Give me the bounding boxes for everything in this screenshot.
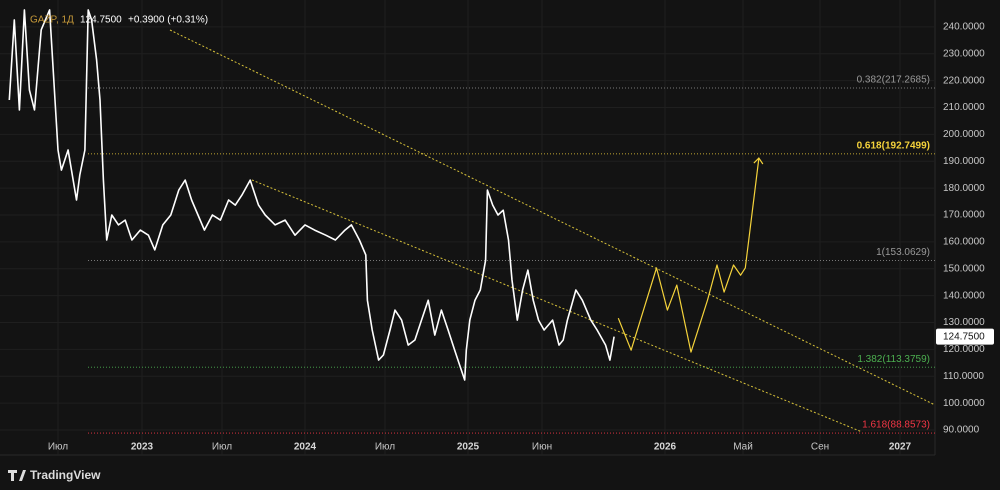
plot: 0.382(217.2685) 0.618(192.7499) 1(153.0629…	[8, 9, 935, 434]
y-tick-label: 190.0000	[943, 156, 985, 167]
y-tick-label: 240.0000	[943, 22, 985, 33]
arrow-head	[753, 157, 764, 165]
last-price-tag	[936, 328, 994, 345]
x-tick-label: 2025	[457, 442, 480, 453]
y-tick-label: 220.0000	[943, 75, 985, 86]
fib-label: 0.382(217.2685)	[857, 75, 930, 86]
y-tick-label: 90.0000	[943, 425, 980, 436]
y-tick-label: 210.0000	[943, 102, 985, 113]
y-tick-label: 120.0000	[943, 344, 985, 355]
x-tick-label: Июл	[48, 442, 68, 453]
x-tick-label: Май	[733, 442, 753, 453]
fib-label: 1.382(113.3759)	[857, 354, 930, 365]
x-tick-label: 2027	[889, 442, 912, 453]
brand: TradingView	[30, 468, 101, 482]
x-tick-label: Июн	[532, 442, 552, 453]
logo-icon	[8, 470, 26, 481]
fib-label: 1(153.0629)	[876, 247, 930, 258]
grid	[0, 0, 935, 455]
y-tick-label: 100.0000	[943, 398, 985, 409]
y-tick-label: 140.0000	[943, 290, 985, 301]
y-tick-label: 170.0000	[943, 210, 985, 221]
x-tick-label: 2024	[294, 442, 317, 453]
fib-label: 1.618(88.8573)	[862, 420, 930, 431]
header-change: +0.3900 (+0.31%)	[128, 15, 208, 26]
x-tick-label: Июл	[212, 442, 232, 453]
x-tick-label: Июл	[375, 442, 395, 453]
y-tick-label: 200.0000	[943, 129, 985, 140]
symbol: GAZP, 1Д	[30, 15, 74, 26]
y-tick-label: 180.0000	[943, 183, 985, 194]
logo: TradingView	[8, 468, 101, 482]
y-tick-label: 130.0000	[943, 317, 985, 328]
fib-label: 0.618(192.7499)	[857, 141, 930, 152]
x-tick-label: 2026	[654, 442, 677, 453]
y-tick-label: 150.0000	[943, 263, 985, 274]
price-line	[8, 9, 615, 381]
header-price: 124.7500	[80, 15, 122, 26]
y-tick-label: 160.0000	[943, 237, 985, 248]
x-tick-label: 2023	[131, 442, 154, 453]
last-price-label: 124.7500	[943, 331, 985, 342]
trend-line	[169, 29, 936, 406]
price-line	[617, 157, 760, 353]
y-tick-label: 230.0000	[943, 48, 985, 59]
y-tick-label: 110.0000	[943, 371, 984, 382]
x-tick-label: Сен	[811, 442, 829, 453]
